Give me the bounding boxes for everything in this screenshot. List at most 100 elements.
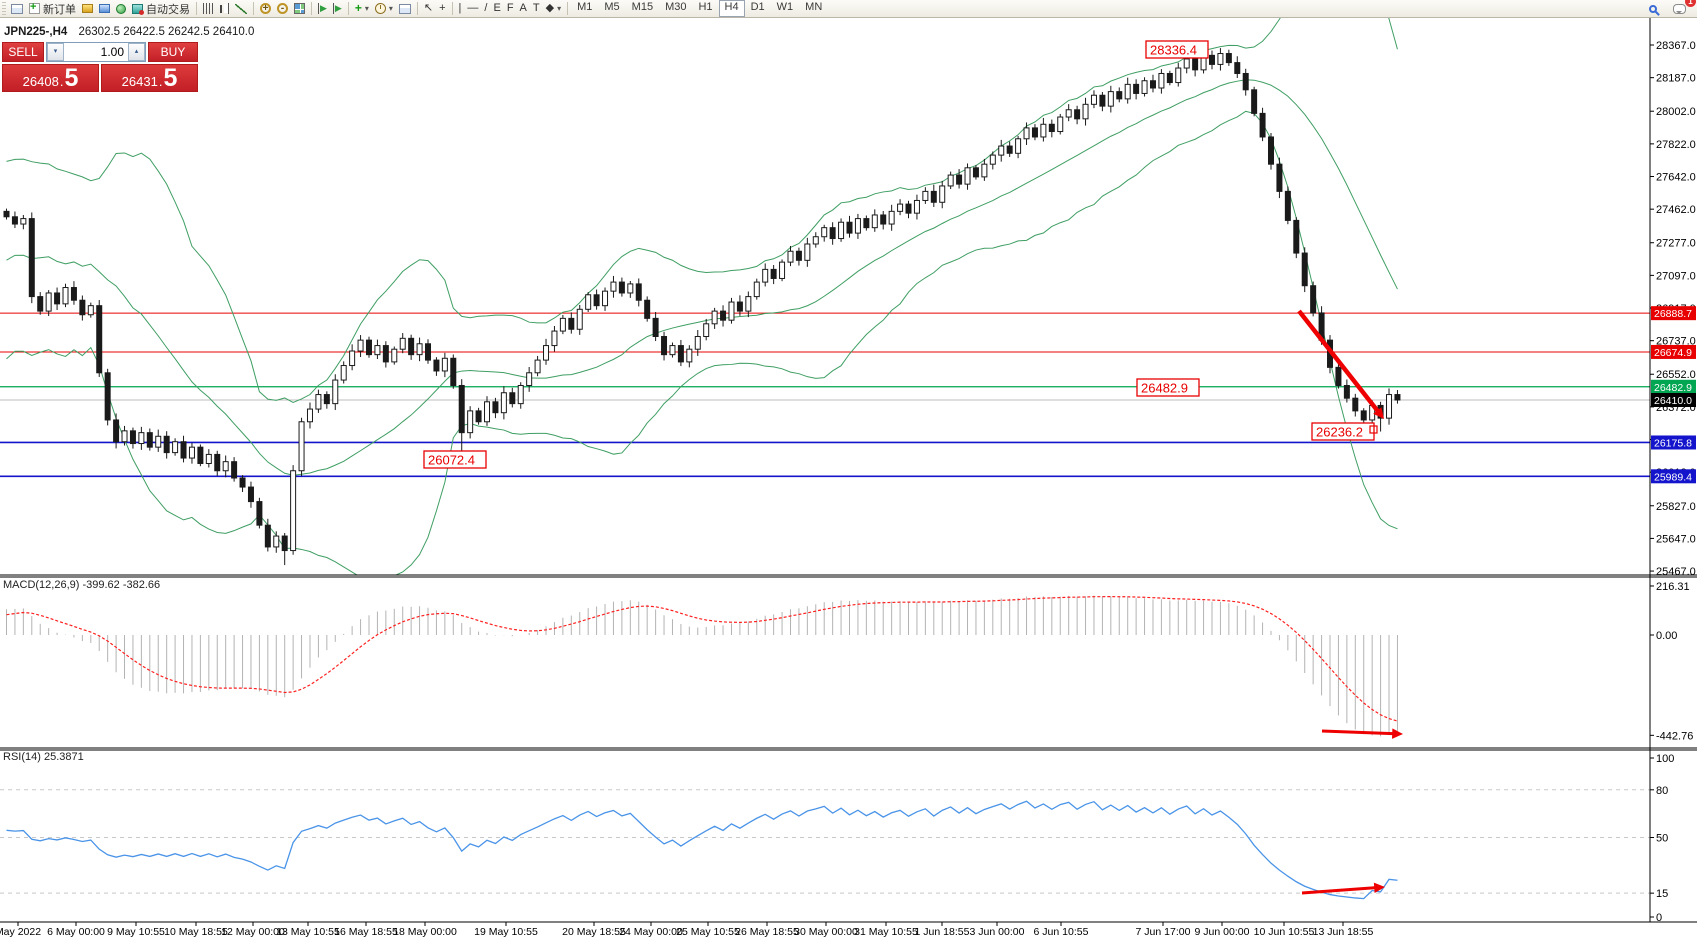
- timeframe-toolbar: M1 M5 M15 M30 H1 H4 D1 W1 MN: [571, 0, 828, 17]
- timeframe-button-m1[interactable]: M1: [577, 1, 593, 13]
- timeframe-button-m30[interactable]: M30: [665, 1, 687, 13]
- buy-price-box[interactable]: 26431. 5: [101, 64, 198, 92]
- text-label-tool-button[interactable]: T: [530, 1, 543, 16]
- candle-body: [492, 401, 499, 414]
- chevron-down-icon: ▾: [364, 4, 369, 13]
- chart-shift-button[interactable]: ▶: [330, 1, 345, 16]
- fibo-expansion-tool-button[interactable]: F: [504, 1, 517, 16]
- line-chart-button[interactable]: [232, 1, 250, 16]
- indicators-button[interactable]: + ▾: [352, 1, 372, 16]
- candle-body: [138, 432, 145, 445]
- candle-body: [677, 345, 684, 363]
- svg-text:13 Jun 18:55: 13 Jun 18:55: [1313, 926, 1374, 938]
- timeframe-button-d1[interactable]: D1: [750, 1, 765, 13]
- toolbar-grip[interactable]: [2, 2, 6, 15]
- shapes-tool-button[interactable]: ◆ ▾: [543, 1, 564, 16]
- sell-price-box[interactable]: 26408. 5: [2, 64, 99, 92]
- candle-body: [585, 294, 592, 310]
- market-watch-button[interactable]: [79, 1, 96, 16]
- timeframe-button-mn[interactable]: MN: [805, 1, 823, 13]
- notifications-button[interactable]: 1: [1670, 0, 1696, 16]
- macd-axis[interactable]: 216.31 0.00 -442.76: [1650, 581, 1693, 742]
- trendline-tool-button[interactable]: /: [481, 1, 490, 16]
- svg-text:31 May 10:55: 31 May 10:55: [854, 926, 918, 938]
- templates-button[interactable]: [396, 1, 414, 16]
- svg-text:9 May 10:55: 9 May 10:55: [107, 926, 165, 938]
- candle-body: [526, 372, 533, 386]
- search-icon: [1649, 4, 1657, 13]
- candle-body: [1394, 394, 1401, 401]
- price-badge: [1651, 306, 1696, 321]
- svg-text:7 Jun 17:00: 7 Jun 17:00: [1136, 926, 1191, 938]
- text-icon: A: [519, 2, 527, 14]
- chevron-down-icon: ▾: [557, 4, 562, 13]
- svg-text:18 May 00:00: 18 May 00:00: [393, 926, 457, 938]
- candlesticks: [3, 48, 1401, 566]
- timeframe-button-h1[interactable]: H1: [698, 1, 713, 13]
- zoom-out-button[interactable]: -: [274, 1, 291, 16]
- horizontal-line-tool-button[interactable]: —: [464, 1, 481, 16]
- fibo-retracement-icon: E: [493, 2, 501, 14]
- rsi-line: [6, 800, 1398, 900]
- svg-text:26552.0: 26552.0: [1656, 369, 1696, 381]
- svg-text:26072.4: 26072.4: [428, 453, 475, 468]
- candlestick-chart-button[interactable]: [216, 1, 232, 16]
- svg-text:16 May 18:55: 16 May 18:55: [334, 926, 398, 938]
- candle-body: [1149, 80, 1156, 89]
- navigator-button[interactable]: [113, 1, 129, 16]
- candle-body: [1124, 83, 1131, 100]
- new-chart-button[interactable]: [8, 1, 26, 16]
- new-order-button[interactable]: 新订单: [26, 1, 79, 16]
- zoom-in-button[interactable]: +: [257, 1, 274, 16]
- price-callouts[interactable]: 28336.4 26482.9 26236.2 26072.4: [423, 40, 1375, 469]
- candle-body: [231, 461, 238, 479]
- price-badge: [1651, 469, 1696, 484]
- candle-body: [711, 310, 718, 325]
- buy-button[interactable]: BUY: [148, 42, 198, 62]
- quote-panel-top-row: SELL ▾ ▴ BUY: [2, 42, 198, 62]
- sell-button[interactable]: SELL: [2, 42, 44, 62]
- data-window-button[interactable]: [96, 1, 113, 16]
- timeframe-button-m15[interactable]: M15: [631, 1, 654, 13]
- timeframe-button-m5[interactable]: M5: [604, 1, 620, 13]
- candle-body: [568, 317, 575, 330]
- chevron-down-icon: ▾: [388, 4, 393, 13]
- shapes-icon: ◆: [545, 2, 555, 14]
- volume-input[interactable]: [64, 43, 128, 61]
- candle-body: [1251, 89, 1258, 114]
- chart-region[interactable]: 28367.0 28187.0 28002.0 27822.0 27642.0 27462…: [0, 18, 1697, 938]
- cursor-tool-button[interactable]: ↖: [421, 1, 436, 16]
- candle-body: [256, 501, 263, 526]
- candle-body: [846, 221, 853, 234]
- bar-chart-button[interactable]: [200, 1, 216, 16]
- periods-button[interactable]: ▾: [372, 1, 396, 16]
- tile-windows-button[interactable]: [291, 1, 308, 16]
- rsi-axis[interactable]: 100 80 50 15 0: [1650, 753, 1674, 924]
- crosshair-tool-button[interactable]: +: [436, 1, 448, 16]
- candle-body: [720, 310, 727, 321]
- auto-scroll-button[interactable]: ▶: [315, 1, 330, 16]
- volume-increase-button[interactable]: ▴: [128, 43, 145, 61]
- text-tool-button[interactable]: A: [517, 1, 530, 16]
- candle-body: [1031, 127, 1038, 138]
- candle-body: [981, 163, 988, 178]
- auto-trading-button[interactable]: 自动交易: [129, 1, 193, 16]
- search-button[interactable]: [1646, 1, 1660, 16]
- volume-decrease-button[interactable]: ▾: [47, 43, 64, 61]
- timeframe-button-h4[interactable]: H4: [718, 0, 745, 17]
- svg-text:216.31: 216.31: [1656, 581, 1690, 593]
- timeframe-button-w1[interactable]: W1: [776, 1, 794, 13]
- candle-body: [652, 317, 659, 338]
- svg-text:10 Jun 10:55: 10 Jun 10:55: [1254, 926, 1315, 938]
- candle-body: [1090, 94, 1097, 105]
- bollinger-middle: [6, 79, 1398, 476]
- candle-body: [762, 268, 769, 283]
- fibo-retracement-tool-button[interactable]: E: [490, 1, 503, 16]
- trend-arrows[interactable]: [1297, 309, 1403, 895]
- vertical-line-tool-button[interactable]: |: [456, 1, 465, 16]
- svg-text:25 May 10:55: 25 May 10:55: [676, 926, 740, 938]
- candle-body: [1166, 72, 1173, 84]
- price-badge: [1651, 379, 1696, 394]
